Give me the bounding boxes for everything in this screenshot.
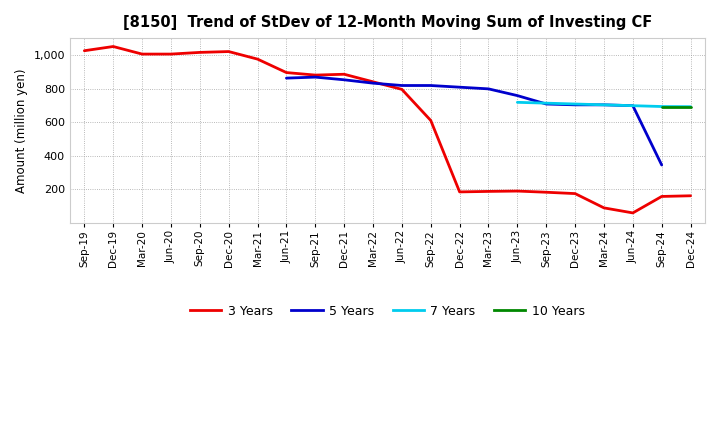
5 Years: [600, 102, 608, 107]
5 Years: [484, 86, 492, 92]
3 Years: [484, 189, 492, 194]
3 Years: [513, 188, 522, 194]
7 Years: [686, 104, 695, 109]
3 Years: [253, 56, 262, 62]
10 Years: [657, 104, 666, 109]
3 Years: [426, 118, 435, 123]
3 Years: [340, 72, 348, 77]
5 Years: [311, 74, 320, 80]
7 Years: [542, 100, 551, 106]
10 Years: [686, 104, 695, 109]
3 Years: [225, 49, 233, 54]
7 Years: [513, 100, 522, 105]
5 Years: [282, 76, 291, 81]
Line: 3 Years: 3 Years: [84, 47, 690, 213]
5 Years: [657, 162, 666, 168]
7 Years: [657, 104, 666, 109]
3 Years: [109, 44, 117, 49]
3 Years: [397, 87, 406, 92]
7 Years: [629, 103, 637, 108]
5 Years: [455, 84, 464, 90]
5 Years: [542, 101, 551, 106]
Legend: 3 Years, 5 Years, 7 Years, 10 Years: 3 Years, 5 Years, 7 Years, 10 Years: [185, 300, 590, 323]
3 Years: [166, 51, 175, 57]
7 Years: [600, 102, 608, 107]
Title: [8150]  Trend of StDev of 12-Month Moving Sum of Investing CF: [8150] Trend of StDev of 12-Month Moving…: [123, 15, 652, 30]
3 Years: [80, 48, 89, 53]
5 Years: [397, 83, 406, 88]
3 Years: [369, 79, 377, 84]
3 Years: [311, 73, 320, 78]
3 Years: [657, 194, 666, 199]
3 Years: [282, 70, 291, 75]
5 Years: [571, 102, 580, 107]
3 Years: [138, 51, 146, 57]
5 Years: [426, 83, 435, 88]
5 Years: [369, 81, 377, 86]
3 Years: [629, 210, 637, 216]
3 Years: [455, 189, 464, 194]
7 Years: [571, 101, 580, 106]
Y-axis label: Amount (million yen): Amount (million yen): [15, 68, 28, 193]
5 Years: [513, 93, 522, 98]
Line: 5 Years: 5 Years: [287, 77, 662, 165]
3 Years: [196, 50, 204, 55]
3 Years: [686, 193, 695, 198]
3 Years: [571, 191, 580, 196]
3 Years: [600, 205, 608, 210]
3 Years: [542, 190, 551, 195]
Line: 7 Years: 7 Years: [518, 103, 690, 106]
5 Years: [340, 77, 348, 82]
5 Years: [629, 103, 637, 108]
